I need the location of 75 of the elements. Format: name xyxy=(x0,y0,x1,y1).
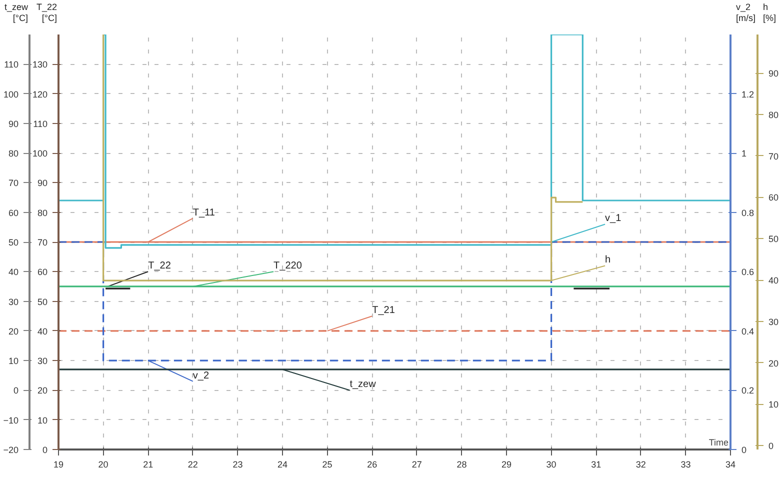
text: h xyxy=(605,254,611,266)
text: 30 xyxy=(768,316,779,327)
y-tick-label: 70 xyxy=(37,238,48,248)
y3-tick-label: 0.8 xyxy=(742,208,754,218)
x-tick-label: 24 xyxy=(277,460,288,470)
x-tick-label: 28 xyxy=(456,460,467,470)
series-label: T_220 xyxy=(274,260,302,272)
y-tick-label: 90 xyxy=(37,178,48,188)
series-label: t_zew xyxy=(350,379,377,390)
x-tick-label: 20 xyxy=(98,460,108,470)
y2-tick-label: 40 xyxy=(8,267,19,278)
y3-tick-label: 0.6 xyxy=(742,267,754,278)
x-tick-label: 26 xyxy=(367,460,378,470)
x-tick-label: 30 xyxy=(546,460,556,470)
y2-tick-label: 80 xyxy=(8,148,19,159)
x-tick-label: 32 xyxy=(636,460,646,470)
y2-tick-label: 0 xyxy=(13,386,19,396)
y2-tick-label: 100 xyxy=(3,89,19,100)
y2-tick-label: 50 xyxy=(8,238,19,248)
y2-tick-label: 110 xyxy=(4,60,19,70)
y3-axis-title: v_2 [m/s] xyxy=(736,2,756,23)
x-tick-label: 23 xyxy=(232,460,243,470)
y2-tick-label: 70 xyxy=(8,178,19,188)
x-tick-label: 29 xyxy=(501,460,512,470)
x-tick-label: 31 xyxy=(591,460,602,470)
text: 60 xyxy=(768,192,779,203)
y2-tick-label: 20 xyxy=(8,326,19,336)
y3-tick-label: 0 xyxy=(742,445,747,455)
text: T_22 xyxy=(148,260,172,272)
legend-label: v_2 xyxy=(192,370,210,382)
x-tick-label: 19 xyxy=(53,460,64,470)
y-tick-label: 50 xyxy=(37,296,48,307)
y2-axis-title: t_zew [°C] xyxy=(3,2,28,24)
y-tick-label: 100 xyxy=(32,148,48,159)
series-label: T_21 xyxy=(372,305,396,316)
y2-tick-label: 60 xyxy=(8,208,19,218)
text: 70 xyxy=(768,151,779,162)
y3-tick-label: 1 xyxy=(742,148,747,159)
text: T_11 xyxy=(192,207,216,218)
y-axis-title: T_22 [°C] xyxy=(36,2,57,23)
y-tick-label: 110 xyxy=(33,118,48,129)
y3-tick-label: 0.4 xyxy=(742,326,754,336)
text: h [%] xyxy=(763,2,778,24)
x-tick-label: 27 xyxy=(412,460,422,470)
x-axis-title: Time xyxy=(708,438,729,448)
x-tick-label: 22 xyxy=(188,460,198,470)
y-tick-label: 80 xyxy=(37,208,48,218)
text: 40 xyxy=(768,276,779,286)
y-tick-label: 10 xyxy=(37,415,48,426)
text: 50 xyxy=(768,234,779,244)
y2-tick-label: −20 xyxy=(3,445,19,455)
series-label: v_1 xyxy=(605,213,622,224)
x-tick-label: 34 xyxy=(725,460,736,470)
y-tick-label: 130 xyxy=(32,60,48,70)
x-tick-label: 33 xyxy=(680,460,691,470)
y2-tick-label: 30 xyxy=(8,296,19,307)
y2-tick-label: 10 xyxy=(8,356,19,366)
y-tick-label: 120 xyxy=(32,89,48,100)
y-tick-label: 20 xyxy=(37,386,48,396)
text: 90 xyxy=(768,68,779,79)
y-tick-label: 40 xyxy=(37,326,48,336)
line-series xyxy=(58,34,730,249)
x-tick-label: 25 xyxy=(322,460,332,470)
y3-tick-label: 1.2 xyxy=(742,89,754,100)
y2-tick-label: 90 xyxy=(8,118,19,129)
y-tick-label: 30 xyxy=(37,356,48,366)
text: 10 xyxy=(768,400,779,410)
y3-tick-label: 0.2 xyxy=(742,386,754,396)
text: 80 xyxy=(768,110,779,120)
text: 20 xyxy=(768,358,779,368)
y-tick-label: 0 xyxy=(42,445,48,455)
y2-tick-label: −10 xyxy=(3,415,19,426)
y-tick-label: 60 xyxy=(37,267,48,278)
x-tick-label: 21 xyxy=(143,460,154,470)
text: 0 xyxy=(768,441,774,452)
